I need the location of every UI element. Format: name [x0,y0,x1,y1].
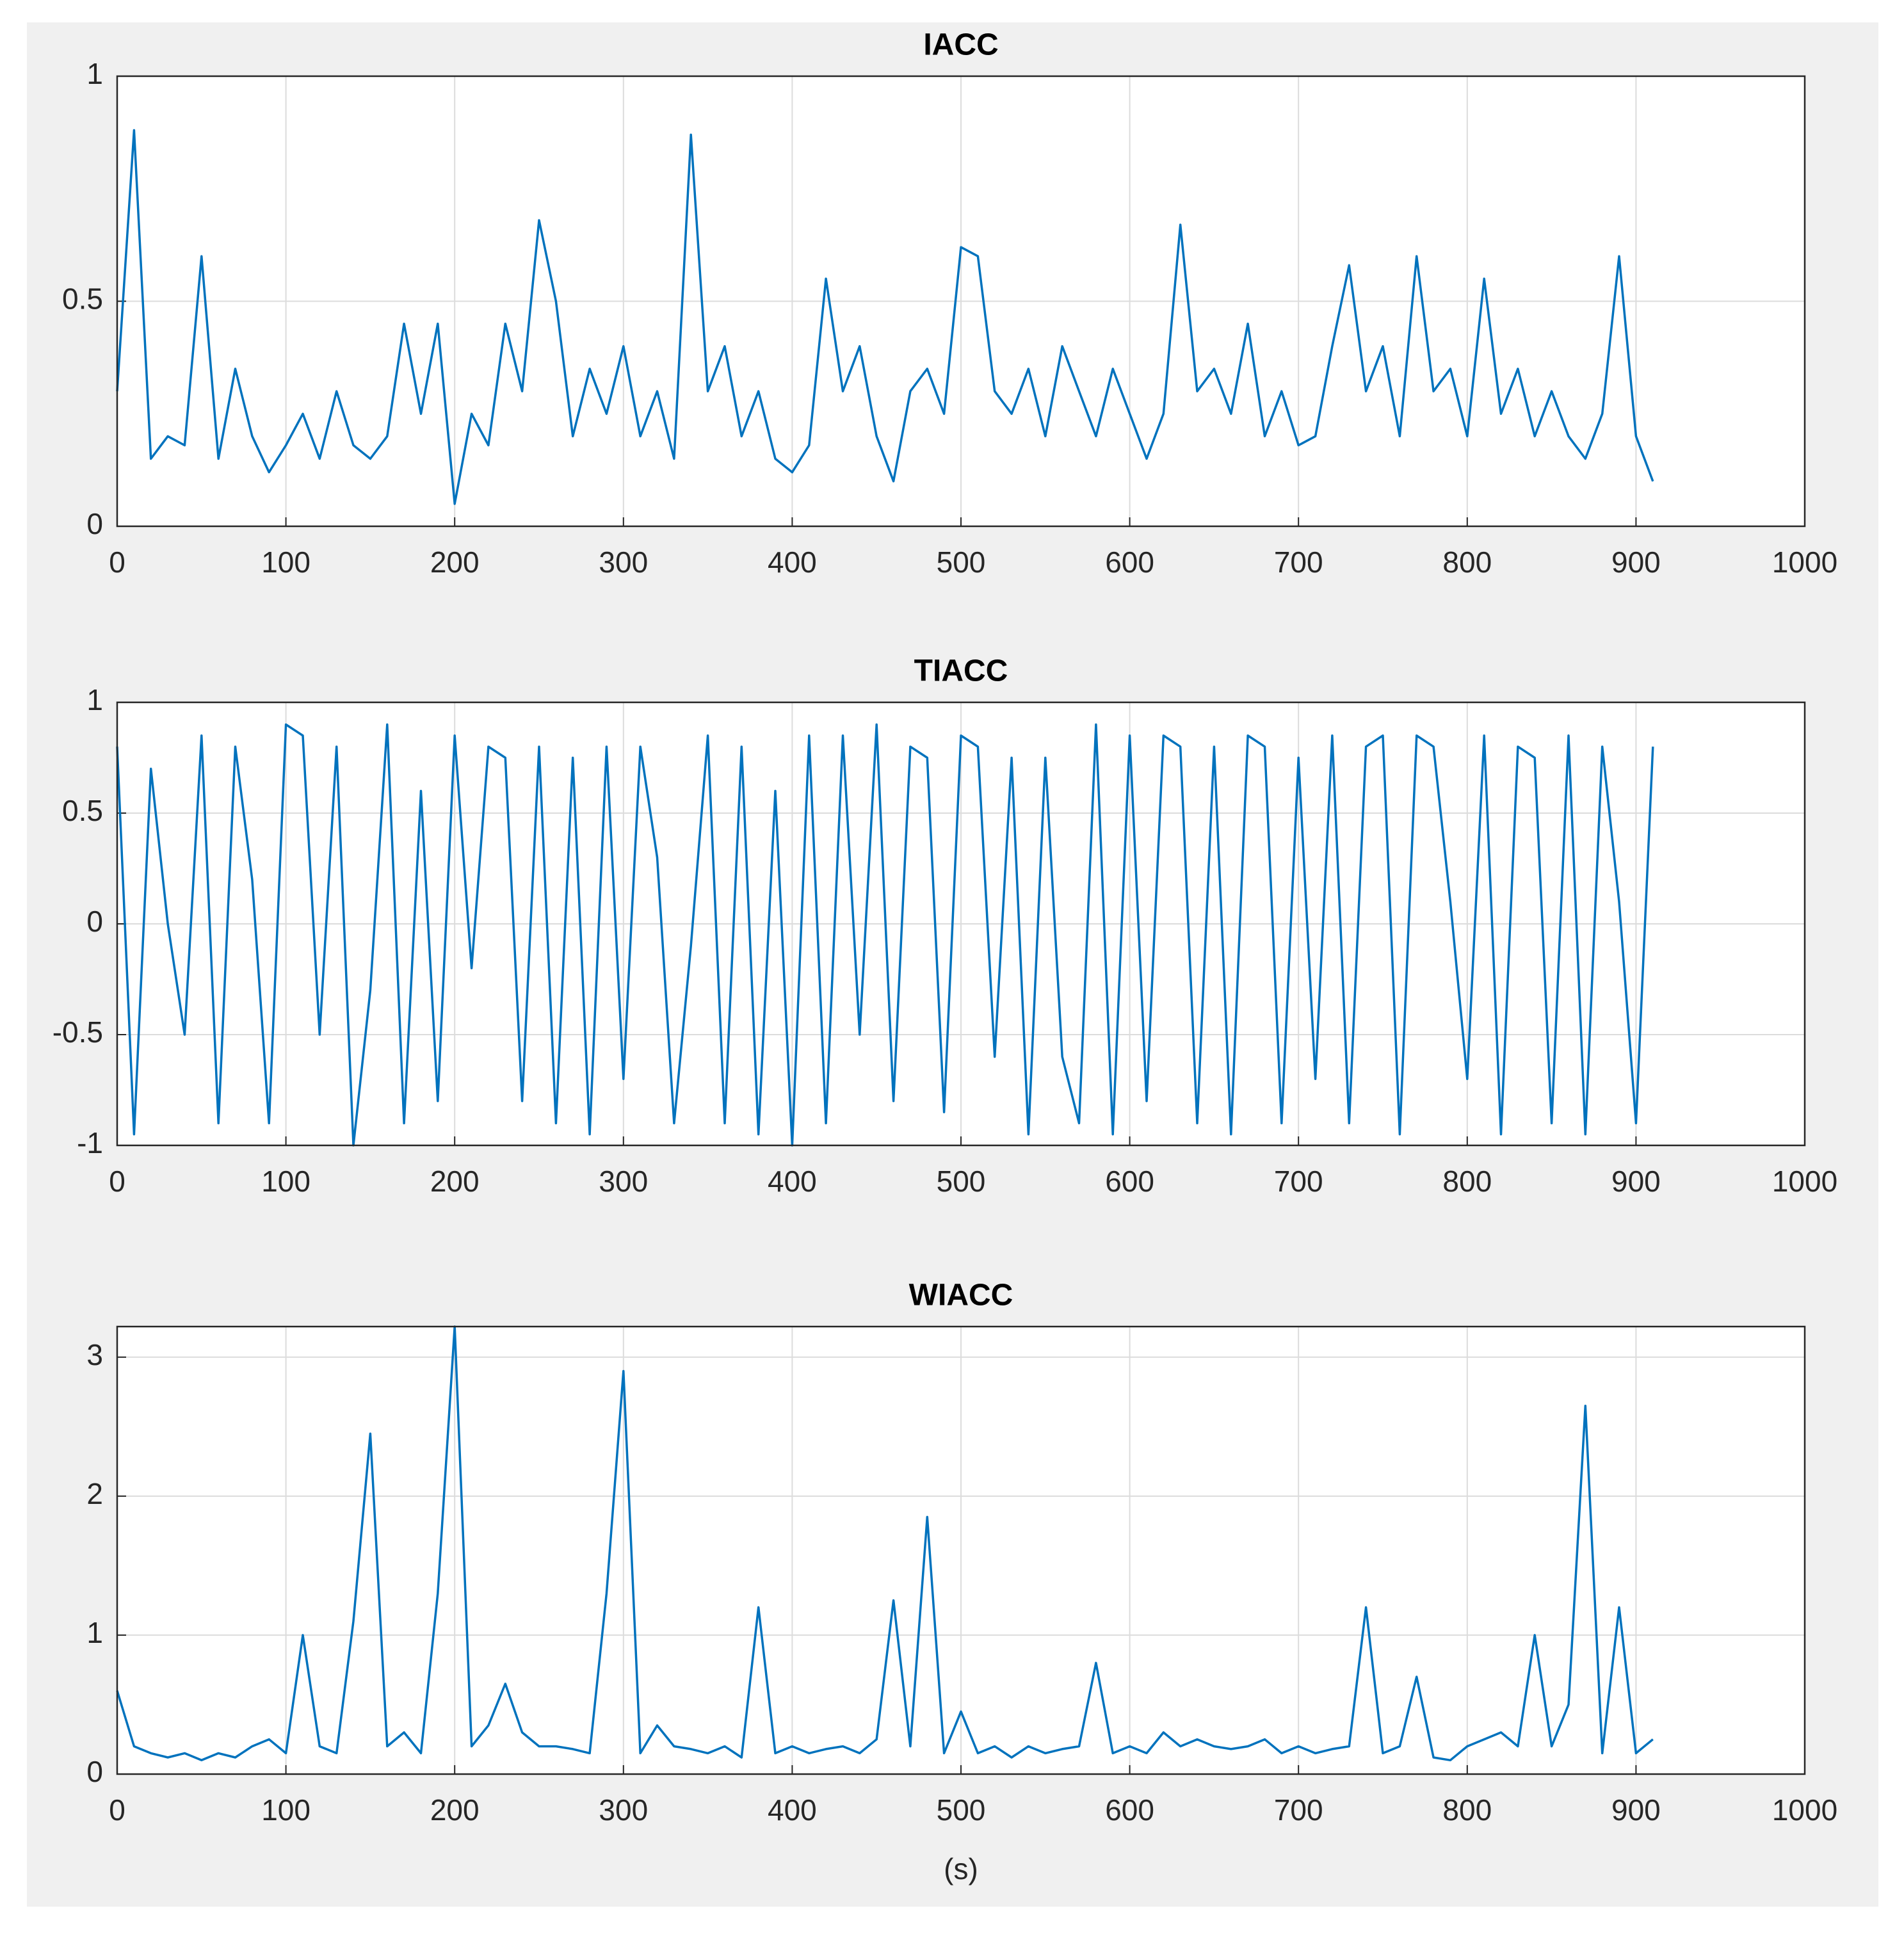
y-tick-label: -1 [77,1126,103,1159]
chart-title: IACC [923,28,998,62]
x-tick-label: 500 [937,545,986,579]
x-tick-label: 500 [937,1793,986,1827]
x-tick-label: 400 [768,545,817,579]
axes-box [116,75,1806,528]
x-tick-label: 600 [1105,545,1154,579]
x-tick-label: 100 [261,1165,311,1198]
data-line [116,723,1654,1147]
data-line [116,129,1654,505]
x-tick-label: 400 [768,1165,817,1198]
y-tick-label: 0 [86,507,103,540]
x-tick-label: 300 [599,1793,648,1827]
x-tick-label: 1000 [1772,545,1837,579]
x-tick-label: 100 [261,545,311,579]
y-tick-label: 0 [86,905,103,938]
x-tick-label: 500 [937,1165,986,1198]
x-tick-label: 900 [1611,1165,1661,1198]
x-tick-label: 700 [1274,1165,1323,1198]
x-tick-label: 0 [109,1165,125,1198]
x-tick-label: 200 [430,1793,480,1827]
x-tick-label: 600 [1105,1793,1154,1827]
x-tick-label: 1000 [1772,1793,1837,1827]
x-tick-label: 400 [768,1793,817,1827]
y-tick-label: -0.5 [52,1015,103,1049]
y-tick-label: 0 [86,1755,103,1788]
x-tick-label: 200 [430,1165,480,1198]
x-tick-label: 100 [261,1793,311,1827]
x-tick-label: 900 [1611,545,1661,579]
x-tick-label: 800 [1442,1165,1492,1198]
y-tick-label: 0.5 [62,794,103,827]
y-tick-label: 1 [86,57,103,90]
x-tick-label: 0 [109,1793,125,1827]
x-tick-label: 300 [599,1165,648,1198]
y-tick-label: 1 [86,1616,103,1649]
x-tick-label: 700 [1274,1793,1323,1827]
x-tick-label: 900 [1611,1793,1661,1827]
x-axis-label: (s) [944,1852,978,1886]
y-tick-label: 1 [86,683,103,716]
chart-title: WIACC [909,1279,1013,1312]
x-tick-label: 1000 [1772,1165,1837,1198]
axes-box [116,701,1806,1147]
y-tick-label: 2 [86,1477,103,1510]
chart-title: TIACC [914,654,1008,688]
x-tick-label: 600 [1105,1165,1154,1198]
x-tick-label: 0 [109,545,125,579]
axes-box [116,1325,1806,1775]
data-line [116,1325,1654,1762]
x-tick-label: 700 [1274,545,1323,579]
x-tick-label: 200 [430,545,480,579]
y-tick-label: 0.5 [62,282,103,316]
x-tick-label: 800 [1442,1793,1492,1827]
y-tick-label: 3 [86,1338,103,1371]
x-tick-label: 300 [599,545,648,579]
x-tick-label: 800 [1442,545,1492,579]
